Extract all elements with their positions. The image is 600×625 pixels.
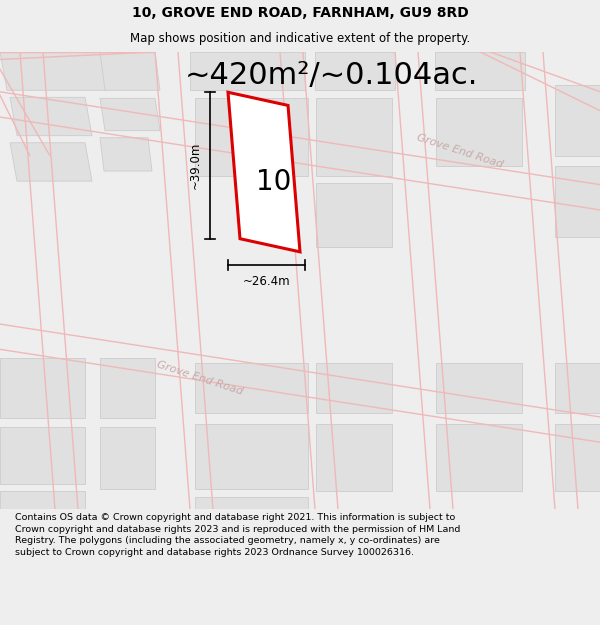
Text: Contains OS data © Crown copyright and database right 2021. This information is : Contains OS data © Crown copyright and d… [15,513,460,558]
Polygon shape [195,98,308,176]
Polygon shape [10,142,92,181]
Polygon shape [316,363,392,413]
Polygon shape [315,52,395,90]
Polygon shape [555,363,600,413]
Polygon shape [100,138,152,171]
Polygon shape [100,426,155,489]
Text: Grove End Road: Grove End Road [155,359,244,397]
Text: Map shows position and indicative extent of the property.: Map shows position and indicative extent… [130,32,470,46]
Polygon shape [0,52,107,90]
Polygon shape [100,98,160,131]
Polygon shape [436,363,522,413]
Polygon shape [10,98,92,136]
Polygon shape [316,183,392,247]
Text: 10, GROVE END ROAD, FARNHAM, GU9 8RD: 10, GROVE END ROAD, FARNHAM, GU9 8RD [131,6,469,20]
Polygon shape [435,52,525,90]
Text: ~420m²/~0.104ac.: ~420m²/~0.104ac. [185,61,478,89]
Text: 10: 10 [256,168,292,196]
Polygon shape [555,424,600,491]
Polygon shape [228,92,300,252]
Polygon shape [195,363,308,413]
Polygon shape [0,358,85,419]
Text: ~39.0m: ~39.0m [189,142,202,189]
Polygon shape [555,166,600,237]
Polygon shape [100,52,160,90]
Polygon shape [100,358,155,419]
Polygon shape [316,424,392,491]
Text: Grove End Road: Grove End Road [416,132,505,169]
Polygon shape [555,85,600,156]
Polygon shape [195,498,308,509]
Polygon shape [190,52,305,90]
Polygon shape [436,98,522,166]
Polygon shape [436,424,522,491]
Polygon shape [0,491,85,509]
Polygon shape [195,424,308,489]
Polygon shape [0,426,85,484]
Text: ~26.4m: ~26.4m [242,275,290,288]
Polygon shape [316,98,392,176]
